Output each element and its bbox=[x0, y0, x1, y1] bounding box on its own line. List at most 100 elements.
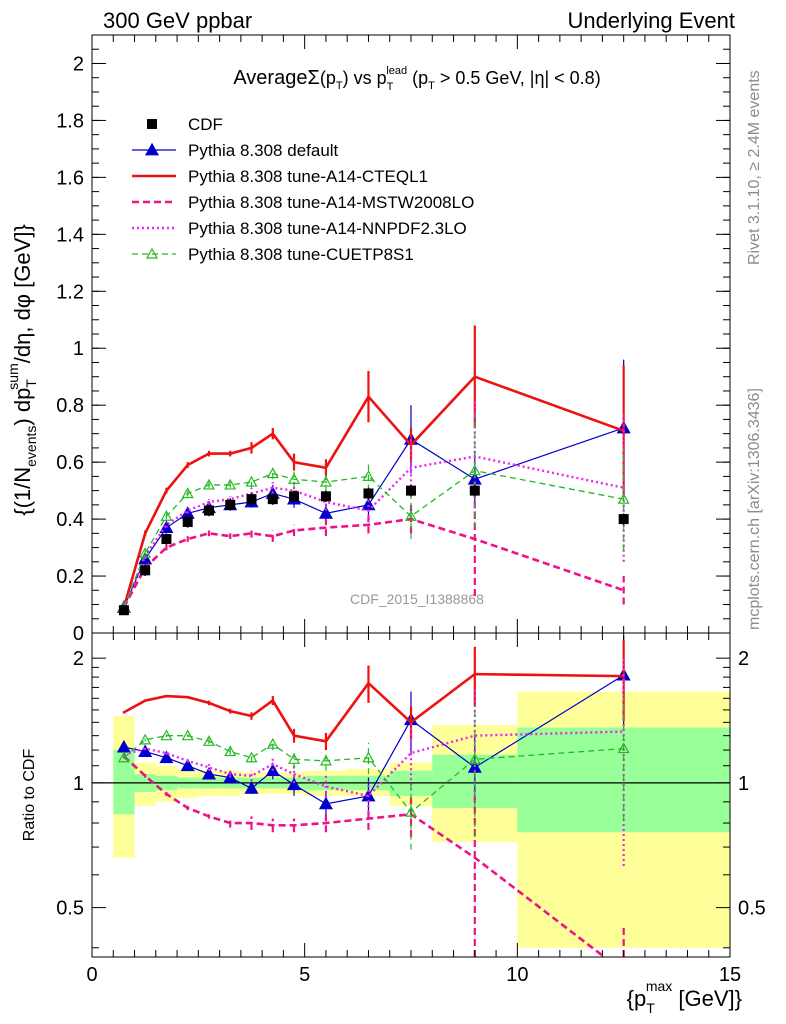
main-cuetp-point bbox=[288, 472, 301, 484]
main-default-line bbox=[123, 427, 624, 608]
ratio-cuetp-point bbox=[202, 735, 215, 746]
ratio-y-tick-label-right: 2 bbox=[738, 648, 749, 670]
ratio-y-tick-label-left: 0.5 bbox=[56, 898, 84, 920]
main-cdf-point bbox=[618, 514, 629, 525]
main-cdf-point bbox=[406, 485, 416, 496]
ratio-cuetp-point bbox=[404, 805, 418, 817]
x-tick-label: 10 bbox=[506, 964, 528, 986]
main-cdf-point bbox=[469, 485, 480, 496]
main-y-tick-label: 0.4 bbox=[56, 509, 84, 531]
main-cteql1-line bbox=[122, 375, 625, 608]
ratio-y-axis-title: Ratio to CDF bbox=[21, 749, 38, 842]
main-cdf-point bbox=[246, 494, 257, 505]
main-cuetp-point bbox=[617, 492, 630, 504]
ratio-cuetp-point bbox=[266, 737, 279, 749]
main-y-tick-label: 0 bbox=[73, 623, 84, 645]
main-cuetp-line bbox=[123, 469, 624, 608]
x-tick-label: 15 bbox=[719, 964, 741, 986]
main-cuetp-point bbox=[181, 487, 194, 499]
main-y-tick-label: 1.2 bbox=[56, 281, 84, 303]
ratio-y-tick-label-right: 0.5 bbox=[738, 898, 766, 920]
main-y-tick-label: 1.4 bbox=[56, 224, 84, 246]
ratio-panel: 0.5 0.5 1 1 2 2 0 5 10 15 bbox=[56, 632, 766, 986]
ratio-y-tick-label-right: 1 bbox=[738, 773, 749, 795]
ratio-mstw-line bbox=[123, 755, 607, 957]
legend-nnpdf-label: Pythia 8.308 tune-A14-NNPDF2.3LO bbox=[188, 219, 467, 238]
ratio-cuetp-point bbox=[288, 753, 301, 764]
ratio-cuetp-line bbox=[123, 735, 624, 814]
main-cuetp-point bbox=[160, 510, 173, 521]
legend-cdf-label: CDF bbox=[188, 115, 223, 134]
header-right: Underlying Event bbox=[567, 8, 735, 33]
ratio-default-point bbox=[244, 781, 259, 794]
ratio-default-point bbox=[138, 744, 153, 757]
mcplots-label: mcplots.cern.ch [arXiv:1306.3436] bbox=[746, 388, 763, 630]
plot-title: AverageΣ(pT) vs pTlead (pT > 0.5 GeV, |η… bbox=[233, 65, 600, 93]
main-cdf-point bbox=[203, 505, 214, 516]
ratio-cuetp-point bbox=[117, 751, 130, 763]
ratio-default-point bbox=[287, 777, 302, 791]
main-y-tick-label: 0.2 bbox=[56, 566, 84, 588]
main-y-tick-label: 0.6 bbox=[56, 452, 84, 474]
main-y-axis-title: {(1/Nevents) dpTsum/dη, dφ [GeV]} bbox=[5, 224, 39, 516]
legend-cteql1-label: Pythia 8.308 tune-A14-CTEQL1 bbox=[188, 167, 428, 186]
main-cdf-point bbox=[182, 516, 193, 527]
main-cuetp-point bbox=[224, 478, 237, 490]
legend-default-marker bbox=[144, 142, 160, 156]
main-nnpdf-line bbox=[122, 455, 624, 608]
main-cdf-point bbox=[320, 491, 331, 502]
ratio-band-inner bbox=[113, 750, 135, 815]
ratio-default-point bbox=[180, 758, 195, 772]
main-cuetp-point bbox=[319, 475, 332, 487]
main-mstw-line bbox=[122, 517, 625, 608]
legend-cuetp-label: Pythia 8.308 tune-CUETP8S1 bbox=[188, 245, 414, 264]
header-left: 300 GeV ppbar bbox=[103, 8, 252, 33]
main-cdf-point bbox=[161, 534, 172, 545]
ratio-cuetp-point bbox=[245, 751, 258, 763]
x-tick-label: 0 bbox=[86, 964, 97, 986]
legend-cdf-marker bbox=[147, 119, 157, 129]
legend-mstw-label: Pythia 8.308 tune-A14-MSTW2008LO bbox=[188, 193, 474, 212]
main-cuetp-point bbox=[468, 464, 481, 476]
ratio-y-tick-label-left: 1 bbox=[73, 773, 84, 795]
main-default-point bbox=[318, 506, 333, 519]
main-cuetp-point bbox=[245, 475, 258, 487]
ratio-y-tick-label-left: 2 bbox=[73, 648, 84, 670]
x-axis-title: {pTmax [GeV]} bbox=[627, 978, 742, 1016]
main-cdf-point bbox=[289, 491, 300, 502]
main-cdf-point bbox=[267, 494, 278, 505]
legend-default-label: Pythia 8.308 default bbox=[188, 141, 339, 160]
main-y-tick-label: 1 bbox=[73, 338, 84, 360]
ratio-cuetp-point bbox=[139, 733, 152, 745]
main-panel: 0 0.2 0.4 0.6 0.8 1 1.2 1.4 1.6 1.8 2 bbox=[56, 34, 731, 645]
main-cdf-point bbox=[118, 605, 129, 616]
ratio-default-point bbox=[201, 766, 216, 780]
main-cuetp-point bbox=[404, 510, 418, 521]
ratio-default-point bbox=[318, 796, 333, 810]
ratio-cuetp-point bbox=[319, 754, 332, 766]
ratio-cuetp-point bbox=[617, 742, 630, 754]
ratio-cuetp-point bbox=[160, 729, 173, 741]
ratio-cuetp-point bbox=[362, 751, 375, 763]
ratio-cuetp-point bbox=[224, 745, 237, 757]
main-cuetp-point bbox=[266, 467, 279, 479]
main-cuetp-point bbox=[139, 547, 152, 558]
ratio-cuetp-point bbox=[468, 753, 481, 764]
main-cuetp-point bbox=[362, 470, 375, 481]
main-cuetp-point bbox=[202, 478, 215, 490]
ratio-default-point bbox=[159, 750, 174, 764]
ratio-cteql1-line bbox=[123, 672, 624, 743]
analysis-watermark: CDF_2015_I1388868 bbox=[350, 591, 484, 607]
main-y-tick-label: 0.8 bbox=[56, 395, 84, 417]
main-cdf-point bbox=[363, 488, 374, 499]
legend-cuetp-marker bbox=[145, 247, 159, 259]
main-cdf-point bbox=[140, 565, 151, 576]
legend: CDF Pythia 8.308 default Pythia 8.308 tune… bbox=[132, 115, 474, 264]
main-y-tick-label: 1.8 bbox=[56, 110, 84, 132]
main-cdf-point bbox=[225, 499, 236, 510]
x-tick-label: 5 bbox=[299, 964, 310, 986]
rivet-label: Rivet 3.1.10, ≥ 2.4M events bbox=[746, 70, 763, 265]
ratio-cuetp-point bbox=[181, 729, 194, 741]
